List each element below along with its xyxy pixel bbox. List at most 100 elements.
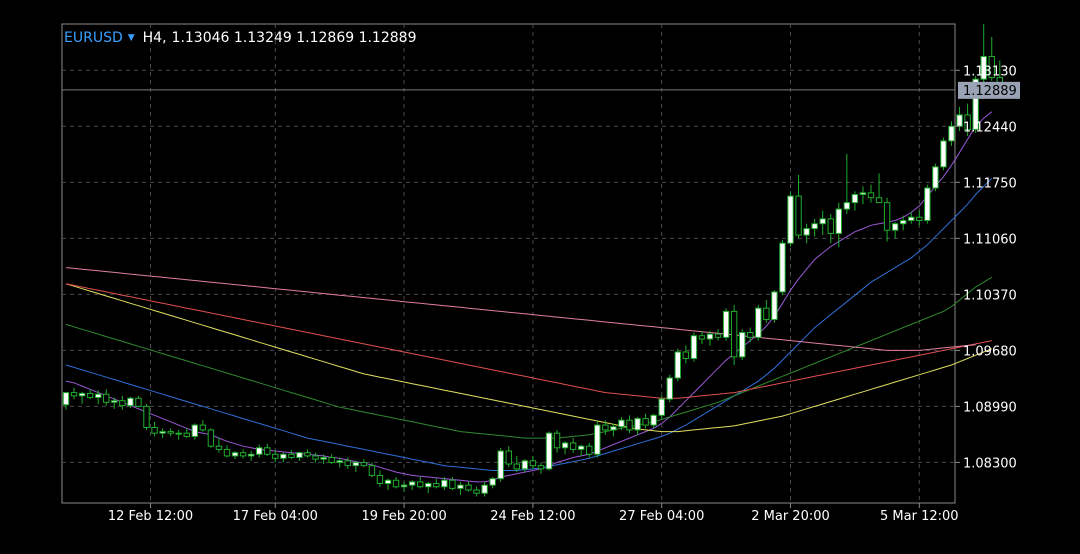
candle-body: [481, 484, 488, 494]
candle-body: [513, 463, 520, 470]
candle-body: [312, 455, 319, 460]
time-tick-label: 2 Mar 20:00: [751, 509, 830, 524]
candle-body: [553, 432, 561, 449]
candle-body: [835, 208, 842, 234]
price-tick-label: 1.09680: [963, 344, 1017, 359]
candle-body: [175, 432, 182, 435]
candle-body: [272, 453, 279, 459]
candle-body: [545, 432, 553, 470]
candle-body: [739, 332, 746, 358]
candle-body: [304, 452, 311, 457]
candle-body: [819, 218, 826, 225]
candle-body: [859, 192, 867, 195]
candle-body: [191, 424, 199, 437]
candle-body: [908, 216, 915, 221]
price-tick-label: 1.10370: [963, 288, 1017, 303]
time-tick-label: 12 Feb 12:00: [108, 509, 193, 524]
candle-body: [167, 431, 174, 434]
candle-body: [344, 460, 351, 467]
candle-body: [119, 400, 126, 407]
candle-body: [392, 479, 400, 488]
candle-body: [376, 474, 384, 485]
candle-body: [924, 187, 931, 221]
candle-body: [698, 335, 706, 340]
candle-body: [384, 479, 392, 485]
candle-body: [521, 460, 529, 470]
candle-body: [561, 442, 569, 449]
moving-average-line: [65, 177, 993, 471]
candle-body: [867, 192, 875, 199]
price-tick-label: 1.11750: [963, 176, 1017, 191]
symbol-name[interactable]: EURUSD: [64, 30, 123, 46]
candle-body: [199, 424, 207, 431]
candle-body: [328, 457, 335, 463]
candle-body: [779, 242, 786, 293]
candle-body: [932, 166, 939, 189]
time-tick-label: 5 Mar 12:00: [880, 509, 959, 524]
candle-body: [602, 424, 609, 431]
candle-body: [771, 291, 778, 321]
candle-body: [78, 392, 86, 397]
moving-averages: [65, 111, 993, 483]
candle-body: [111, 400, 118, 403]
candle-body: [787, 195, 794, 244]
candle-body: [537, 465, 545, 470]
candle-body: [473, 489, 480, 494]
candle-body: [280, 453, 287, 459]
candle-body: [95, 393, 102, 398]
candle-body: [352, 461, 360, 467]
candle-body: [231, 452, 239, 457]
candle-body: [594, 424, 601, 455]
timeframe-label: H4,: [142, 30, 167, 46]
candle-body: [408, 481, 416, 486]
symbol-dropdown-icon[interactable]: ▼: [127, 33, 135, 43]
time-tick-label: 27 Feb 04:00: [619, 509, 704, 524]
candle-body: [489, 478, 496, 486]
current-price-tag: [958, 81, 1020, 99]
moving-average-line: [65, 276, 993, 439]
candle-body: [336, 460, 343, 463]
candle-body: [449, 479, 456, 489]
candle-body: [497, 450, 504, 480]
candle-body: [143, 405, 150, 428]
candle-body: [674, 351, 681, 379]
candle-body: [368, 465, 376, 476]
candle-body: [730, 310, 738, 358]
moving-average-line: [65, 283, 992, 433]
candle-body: [650, 414, 657, 426]
candle-body: [948, 125, 955, 142]
candle-body: [722, 310, 730, 338]
axes: 1.13130 1.12440 1.11750 1.11060 1.10370 1.096…: [62, 64, 1020, 524]
candle-body: [747, 332, 754, 338]
candle-body: [626, 419, 633, 431]
candle-body: [159, 431, 166, 434]
price-tick-label: 1.13130: [963, 64, 1017, 79]
candle-body: [618, 419, 625, 428]
candle-body: [127, 397, 134, 407]
candle-body: [296, 452, 303, 459]
candle-body: [207, 429, 215, 447]
candle-body: [457, 484, 464, 489]
candle-body: [320, 457, 327, 460]
candle-body: [529, 460, 537, 467]
candle-body: [964, 114, 971, 131]
candle-body: [795, 195, 802, 236]
candle-body: [811, 223, 818, 230]
candle-body: [900, 219, 907, 225]
candle-body: [586, 445, 593, 455]
candle-body: [103, 393, 110, 403]
moving-average-line: [65, 283, 992, 399]
candle-body: [215, 445, 223, 450]
candle-body: [264, 447, 271, 455]
candle-body: [666, 377, 673, 400]
candle-body: [803, 228, 810, 236]
candle-body: [642, 418, 649, 426]
candle-body: [980, 55, 987, 80]
candle-body: [465, 484, 472, 491]
candle-body: [70, 392, 78, 397]
candle-body: [569, 442, 577, 450]
candle-body: [610, 426, 617, 431]
candle-body: [658, 398, 665, 416]
